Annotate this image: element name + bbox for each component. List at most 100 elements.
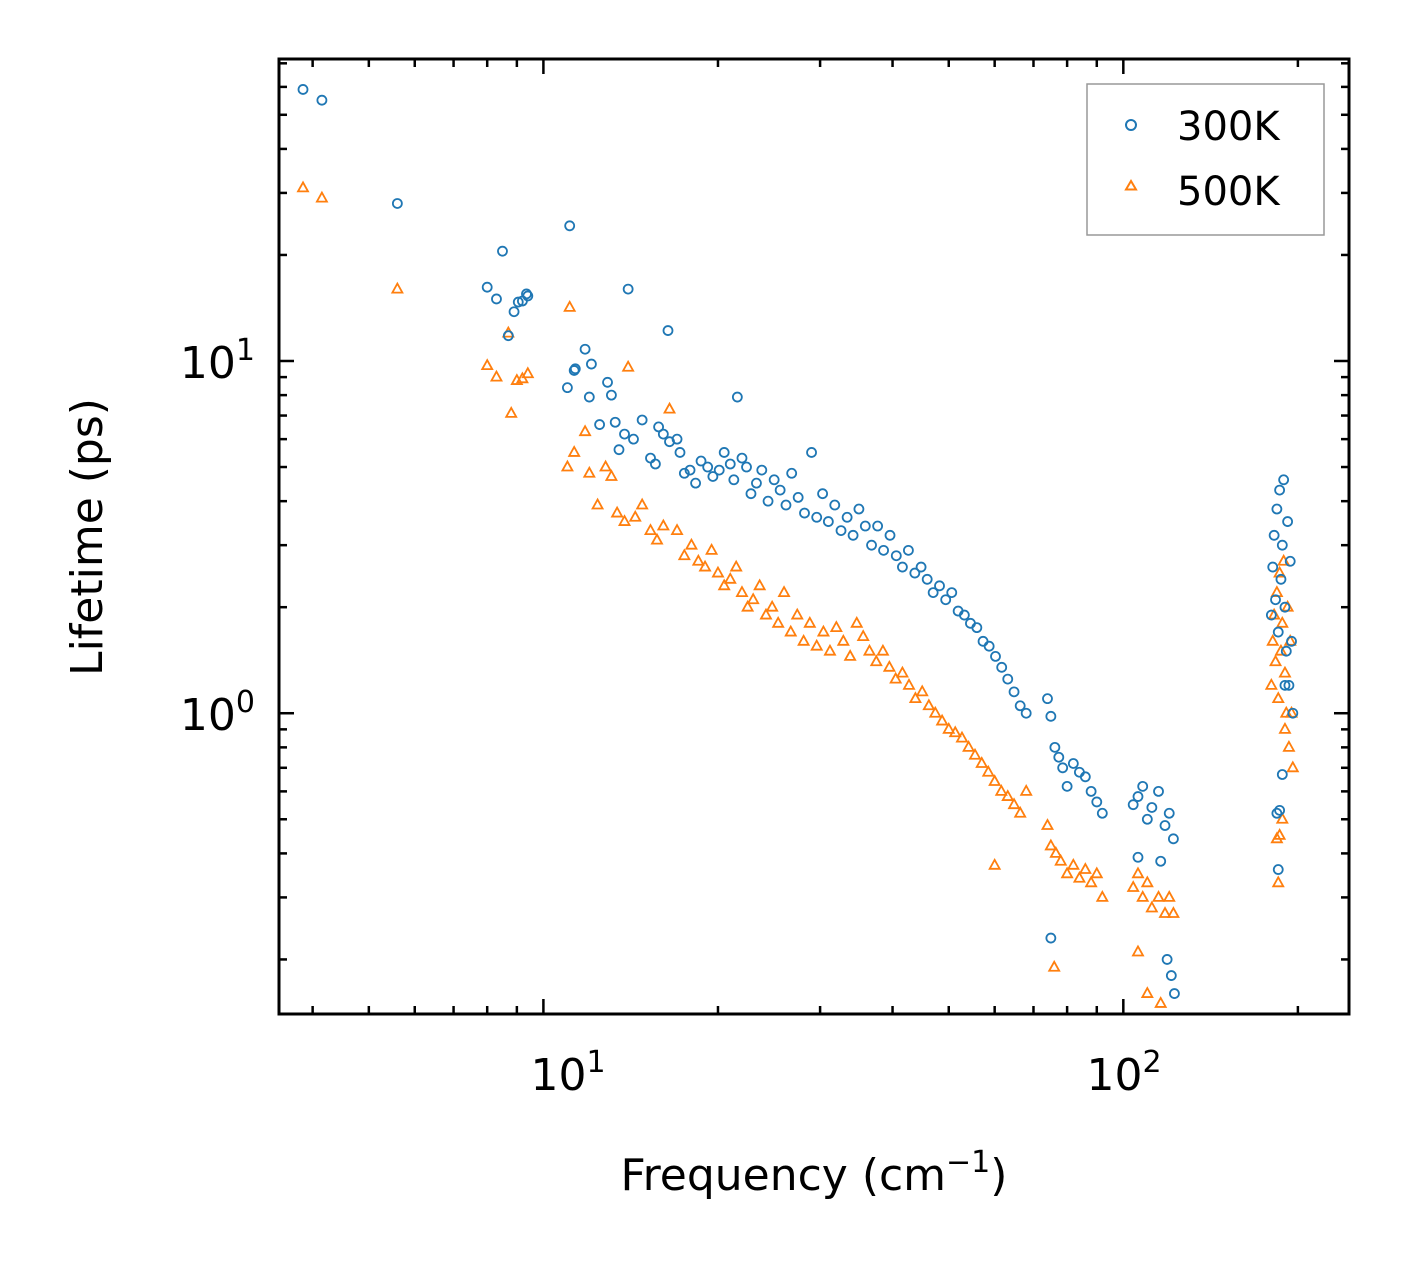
point-500k [741,599,755,612]
point-300k [1096,807,1108,819]
point-300k [628,433,639,445]
point-500k [777,585,791,598]
point-300k [678,467,690,479]
point-300k [1159,820,1171,831]
point-300k [297,84,309,95]
point-500k [1274,643,1288,656]
legend-marker-500k [1124,179,1138,191]
point-300k [653,421,665,433]
point-300k [391,198,403,209]
point-500k [717,578,731,591]
point-500k [1072,870,1086,883]
point-500k [895,665,909,678]
point-500k [578,424,592,437]
point-500k [582,465,596,478]
point-300k [1132,791,1144,802]
point-300k [1132,851,1144,863]
point-300k [1137,780,1149,792]
plot-frame [277,57,1351,1016]
point-300k [811,511,823,523]
point-300k [657,428,669,440]
point-300k [583,391,595,403]
point-300k [946,587,958,599]
point-500k [915,684,929,697]
point-500k [711,565,725,578]
point-500k [723,571,737,584]
point-300k [1045,710,1057,722]
point-300k [1268,529,1280,541]
point-500k [635,497,649,510]
point-300k [884,529,896,541]
point-500k [1278,665,1292,678]
point-300k [636,414,648,426]
point-500k [1166,906,1180,918]
point-300k [859,520,871,532]
point-500k [759,607,773,620]
point-300k [586,358,597,370]
point-300k [841,511,853,523]
legend-label-300k: 300K [1177,104,1281,150]
point-500k [803,615,817,628]
point-500k [684,537,698,550]
point-300k [522,290,534,302]
point-500k [797,633,811,646]
point-500k [843,649,857,661]
point-500k [942,721,956,734]
point-500k [1013,805,1027,818]
point-300k [1020,707,1032,719]
point-300k [1161,954,1173,965]
point-500k [1131,944,1145,957]
x-tick-label-10: 101 [530,1045,605,1101]
point-500k [753,578,767,591]
point-300k [792,491,804,503]
point-300k [903,544,914,556]
point-500k [968,747,982,760]
point-500k [765,599,779,612]
point-300k [1045,932,1057,944]
point-500k [1090,866,1104,879]
point-300k [569,363,581,375]
point-500k [829,620,843,633]
point-500k [315,190,329,203]
point-300k [579,343,591,355]
point-300k [780,499,792,511]
point-300k [909,567,921,579]
point-300k [713,464,725,476]
point-300k [481,281,493,293]
point-300k [927,587,939,599]
point-300k [1278,474,1290,486]
point-500k [617,514,632,526]
point-500k [1162,890,1176,902]
point-500k [790,607,804,620]
point-500k [810,638,824,651]
point-300k [1155,855,1167,867]
point-300k [1014,700,1026,712]
point-500k [621,359,635,372]
point-300k [619,428,630,440]
point-300k [1079,771,1091,783]
y-axis-label: Lifetime (ps) [62,398,113,676]
point-300k [662,325,674,336]
point-300k [602,376,613,388]
point-300k [1057,762,1069,774]
point-300k [835,525,847,536]
point-500k [1273,565,1287,578]
point-500k [908,691,922,704]
point-300k [1265,609,1277,621]
point-500k [1154,996,1168,1008]
point-500k [610,505,624,518]
point-300k [502,330,514,342]
point-300k [756,464,768,476]
point-500k [604,469,618,481]
point-300k [745,488,757,500]
point-300k [1008,686,1020,698]
point-500k [922,698,936,711]
point-500k [1275,615,1289,628]
point-300k [762,495,774,507]
point-300k [1274,484,1286,496]
point-300k [606,389,617,401]
point-500k [882,659,896,672]
point-500k [1044,838,1058,851]
point-300k [1153,785,1164,797]
point-500k [1140,875,1154,888]
